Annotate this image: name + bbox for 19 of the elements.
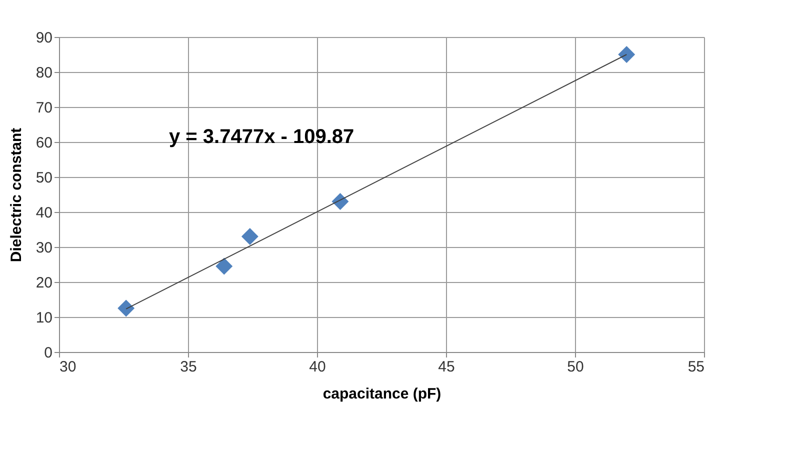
x-tick-label: 40 [309, 358, 326, 376]
x-axis-title: capacitance (pF) [322, 386, 442, 402]
y-tick-label: 10 [36, 310, 52, 326]
x-tick-label: 45 [438, 358, 455, 376]
y-axis-title: Dielectric constant [8, 128, 25, 262]
y-tick-label: 0 [44, 344, 52, 362]
y-tick-label: 30 [36, 240, 52, 256]
y-tick-label: 20 [36, 274, 52, 292]
annotation: y = 3.7477x - 109.87 [169, 126, 354, 148]
x-tick-label: 50 [567, 358, 584, 376]
y-tick-label: 70 [36, 100, 52, 116]
y-tick-label: 60 [36, 134, 52, 152]
x-tick-label: 35 [180, 358, 197, 376]
y-tick-label: 90 [36, 30, 52, 46]
y-tick-label: 80 [36, 64, 52, 82]
x-tick-label: 30 [60, 358, 76, 376]
y-tick-label: 50 [36, 170, 52, 186]
y-tick-label: 40 [36, 204, 52, 222]
x-tick-label: 55 [688, 358, 704, 376]
